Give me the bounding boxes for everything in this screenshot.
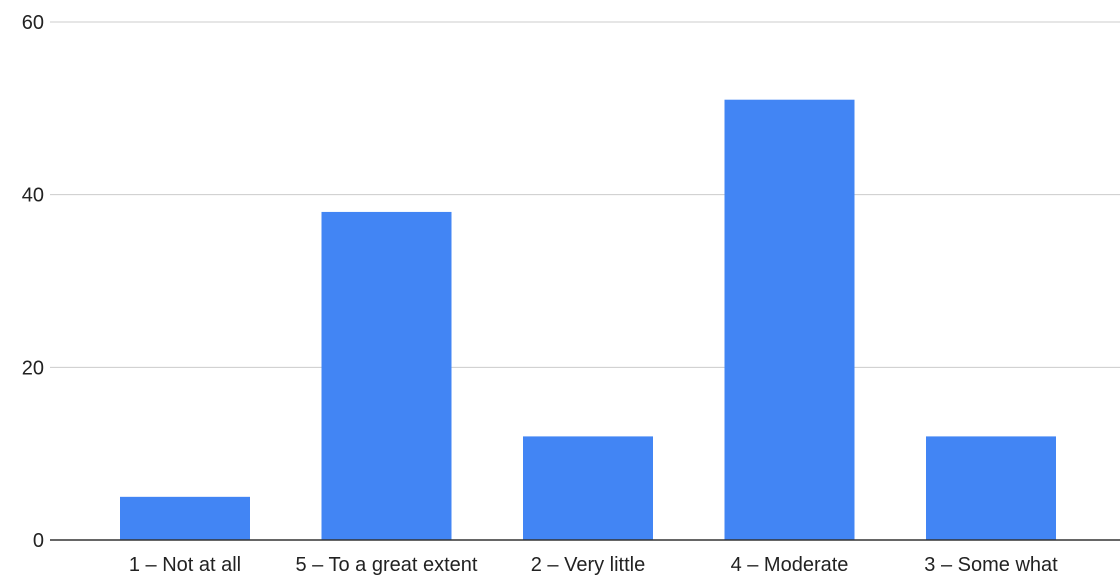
y-tick-label: 60 bbox=[22, 12, 44, 34]
x-tick-label: 4 – Moderate bbox=[731, 554, 849, 576]
y-tick-label: 0 bbox=[33, 530, 44, 552]
bar bbox=[321, 211, 452, 540]
bar bbox=[120, 496, 250, 540]
x-axis-ticks: 1 – Not at all 5 – To a great extent 2 – V… bbox=[129, 554, 1058, 576]
x-tick-label: 1 – Not at all bbox=[129, 554, 241, 576]
gridlines bbox=[50, 21, 1120, 368]
y-tick-label: 20 bbox=[22, 357, 44, 379]
bar bbox=[523, 436, 653, 540]
y-axis-ticks: 0 20 40 60 bbox=[22, 12, 44, 552]
x-tick-label: 5 – To a great extent bbox=[296, 554, 478, 576]
x-tick-label: 3 – Some what bbox=[924, 554, 1058, 576]
x-tick-label: 2 – Very little bbox=[531, 554, 646, 576]
bar bbox=[926, 436, 1056, 540]
y-tick-label: 40 bbox=[22, 185, 44, 207]
bar bbox=[724, 99, 855, 540]
bars bbox=[120, 99, 1056, 540]
